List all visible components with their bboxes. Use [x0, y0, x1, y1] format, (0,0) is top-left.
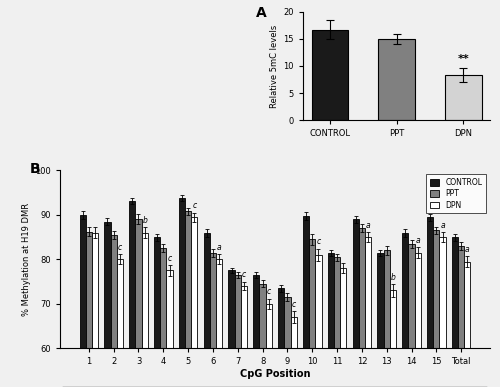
Bar: [340, 268, 346, 387]
Bar: [309, 240, 316, 387]
Text: a: a: [465, 245, 469, 254]
Bar: [303, 216, 309, 387]
Bar: [284, 297, 290, 387]
Bar: [316, 255, 322, 387]
Bar: [390, 291, 396, 387]
Bar: [179, 198, 185, 387]
Bar: [414, 253, 421, 387]
Bar: [359, 228, 365, 387]
Bar: [92, 233, 98, 387]
Bar: [129, 201, 136, 387]
Text: a: a: [217, 243, 222, 252]
Bar: [384, 250, 390, 387]
Legend: CONTROL, PPT, DPN: CONTROL, PPT, DPN: [426, 174, 486, 214]
Bar: [440, 237, 446, 387]
Bar: [452, 237, 458, 387]
Text: a: a: [440, 221, 445, 229]
Text: c: c: [242, 271, 246, 279]
Bar: [352, 219, 359, 387]
Bar: [185, 211, 191, 387]
Text: c: c: [168, 254, 172, 263]
Bar: [228, 271, 234, 387]
Y-axis label: % Methylation at H19 DMR: % Methylation at H19 DMR: [22, 203, 31, 316]
Bar: [136, 219, 141, 387]
Bar: [408, 244, 414, 387]
Text: c: c: [316, 238, 320, 247]
Bar: [278, 288, 284, 387]
X-axis label: CpG Position: CpG Position: [240, 369, 310, 379]
Bar: [402, 233, 408, 387]
Bar: [427, 217, 433, 387]
Bar: [260, 284, 266, 387]
Bar: [290, 317, 296, 387]
Bar: [204, 233, 210, 387]
Text: **: **: [458, 54, 469, 64]
Bar: [86, 232, 92, 387]
Text: a: a: [366, 221, 370, 229]
Bar: [445, 75, 482, 120]
Bar: [142, 233, 148, 387]
Bar: [365, 237, 371, 387]
Bar: [433, 231, 440, 387]
Bar: [334, 257, 340, 387]
Text: b: b: [390, 272, 396, 282]
Bar: [378, 253, 384, 387]
Text: c: c: [192, 202, 196, 211]
Bar: [312, 29, 348, 120]
Bar: [458, 246, 464, 387]
Bar: [464, 262, 470, 387]
Bar: [254, 275, 260, 387]
Bar: [210, 253, 216, 387]
Bar: [378, 39, 415, 120]
Bar: [266, 304, 272, 387]
Text: c: c: [292, 300, 296, 309]
Bar: [154, 237, 160, 387]
Bar: [241, 286, 247, 387]
Text: c: c: [266, 287, 271, 296]
Text: B: B: [30, 161, 40, 176]
Bar: [160, 248, 166, 387]
Bar: [80, 215, 86, 387]
Text: c: c: [118, 243, 122, 252]
Bar: [216, 259, 222, 387]
Bar: [234, 275, 241, 387]
Bar: [104, 222, 110, 387]
Bar: [110, 235, 117, 387]
Y-axis label: Relative 5mC levels: Relative 5mC levels: [270, 24, 280, 108]
Text: b: b: [142, 216, 147, 225]
Text: A: A: [256, 6, 267, 20]
Text: a: a: [416, 236, 420, 245]
Bar: [328, 253, 334, 387]
Bar: [117, 259, 123, 387]
Bar: [166, 271, 172, 387]
Bar: [191, 217, 198, 387]
